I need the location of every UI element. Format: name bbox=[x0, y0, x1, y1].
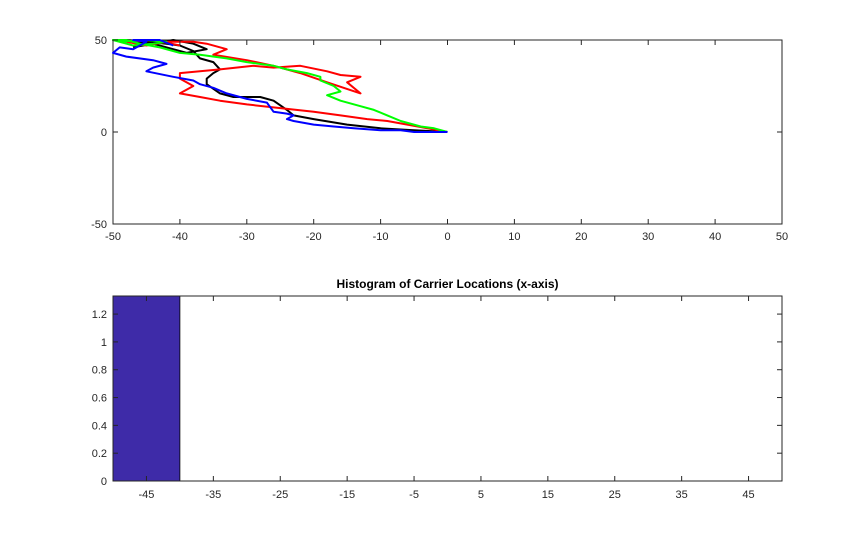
x-tick-label: -30 bbox=[239, 231, 255, 243]
trajectory-line-4 bbox=[112, 39, 448, 133]
trajectory-plot: -50 -40 -30 -20 -10 0 10 20 30 40 50 -50 0 50 bbox=[91, 35, 788, 243]
hist-x-tick-label: 25 bbox=[609, 489, 621, 501]
histogram-title: Histogram of Carrier Locations (x-axis) bbox=[336, 277, 558, 291]
histogram-axes-frame bbox=[112, 295, 783, 482]
trajectory-line-2 bbox=[125, 39, 448, 133]
hist-x-tick-label: 35 bbox=[676, 489, 688, 501]
x-tick-label: 40 bbox=[709, 231, 721, 243]
hist-y-tick-label: 0.8 bbox=[92, 365, 107, 377]
y-tick-label: 50 bbox=[95, 35, 107, 47]
x-tick-label: 0 bbox=[444, 231, 450, 243]
hist-y-tick-label: 1 bbox=[101, 337, 107, 349]
histogram-ticks: -45 -35 -25 -15 -5 5 15 25 35 45 0 0.2 0.4 0.6 0.8 1 1.2 bbox=[92, 296, 782, 501]
hist-x-tick-label: -5 bbox=[409, 489, 419, 501]
hist-y-tick-label: 0 bbox=[101, 476, 107, 488]
y-tick-label: 0 bbox=[101, 127, 107, 139]
hist-y-tick-label: 0.6 bbox=[92, 393, 107, 405]
histogram-plot: Histogram of Carrier Locations (x-axis) … bbox=[92, 277, 783, 501]
hist-x-tick-label: -45 bbox=[138, 489, 154, 501]
x-tick-label: 30 bbox=[642, 231, 654, 243]
hist-x-tick-label: -25 bbox=[272, 489, 288, 501]
hist-x-tick-label: -35 bbox=[205, 489, 221, 501]
trajectory-line-3 bbox=[112, 39, 448, 133]
hist-y-tick-label: 0.4 bbox=[92, 420, 107, 432]
hist-y-tick-label: 0.2 bbox=[92, 448, 107, 460]
hist-x-tick-label: 5 bbox=[478, 489, 484, 501]
x-tick-label: 10 bbox=[508, 231, 520, 243]
x-tick-label: 50 bbox=[776, 231, 788, 243]
histogram-bars bbox=[112, 295, 181, 482]
y-tick-label: -50 bbox=[91, 219, 107, 231]
x-tick-label: -10 bbox=[373, 231, 389, 243]
x-tick-label: -50 bbox=[105, 231, 121, 243]
hist-x-tick-label: -15 bbox=[339, 489, 355, 501]
x-tick-label: -20 bbox=[306, 231, 322, 243]
hist-x-tick-label: 15 bbox=[542, 489, 554, 501]
histogram-axes-box bbox=[112, 295, 783, 482]
hist-y-tick-label: 1.2 bbox=[92, 309, 107, 321]
histogram-bar bbox=[112, 295, 181, 482]
trajectory-series-group bbox=[112, 39, 448, 133]
hist-x-tick-label: 45 bbox=[742, 489, 754, 501]
trajectory-ticks: -50 -40 -30 -20 -10 0 10 20 30 40 50 -50 0 50 bbox=[91, 35, 788, 243]
x-tick-label: -40 bbox=[172, 231, 188, 243]
x-tick-label: 20 bbox=[575, 231, 587, 243]
